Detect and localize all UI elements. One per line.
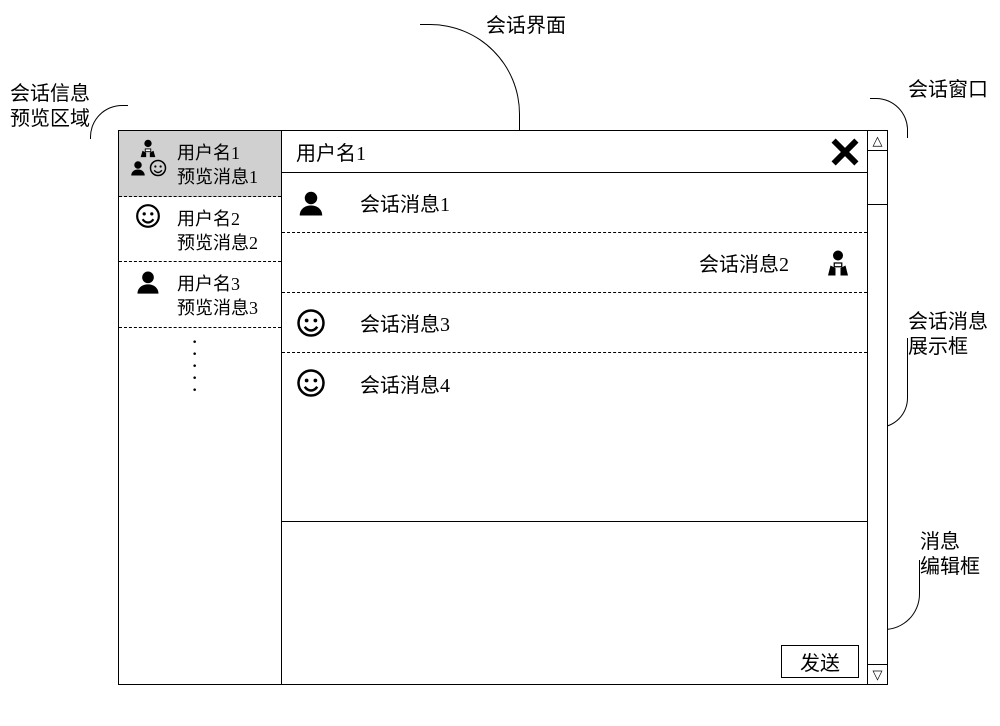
message-text: 会话消息3 [360,308,450,337]
sidebar-item-1[interactable]: 用户名1 预览消息1 [119,131,281,197]
chat-pane: 用户名1 会话消息1 会话消息2 会话消息3 [282,131,887,684]
annotation-chat-window: 会话窗口 [908,78,988,103]
chat-title: 用户名1 [296,137,831,166]
sidebar-preview-text: 预览消息3 [177,296,275,320]
smiley-icon [149,159,167,177]
sidebar-username: 用户名2 [177,207,275,231]
smiley-icon [296,368,326,398]
message-display-box: 会话消息1 会话消息2 会话消息3 会话消息4 [282,173,867,522]
sidebar-item-2[interactable]: 用户名2 预览消息2 [119,197,281,263]
message-text: 会话消息1 [360,188,450,217]
person-icon [134,268,162,296]
scroll-down-icon[interactable]: ▽ [868,664,887,684]
sidebar-avatar-group-3 [125,268,171,296]
agent-icon [136,137,160,159]
person-icon [129,159,147,177]
close-icon[interactable] [831,138,859,166]
message-text: 会话消息2 [699,248,789,277]
sidebar-avatar-group-2 [125,203,171,229]
sidebar-username: 用户名1 [177,141,275,165]
smiley-icon [135,203,161,229]
annotation-message-display: 会话消息 展示框 [908,310,988,360]
send-button[interactable]: 发送 [781,645,859,678]
smiley-icon [296,308,326,338]
sidebar-more-indicator: ····· [119,328,281,396]
scroll-track[interactable] [868,205,887,664]
scrollbar[interactable]: △ ▽ [867,131,887,684]
message-row: 会话消息2 [282,233,867,293]
sidebar-avatar-group-1 [125,137,171,177]
annotation-compose: 消息 编辑框 [920,530,980,580]
message-row: 会话消息4 [282,353,867,413]
scroll-thumb[interactable] [868,151,887,205]
message-row: 会话消息1 [282,173,867,233]
titlebar: 用户名1 [282,131,867,173]
scroll-up-icon[interactable]: △ [868,131,887,151]
session-window: 用户名1 预览消息1 用户名2 预览消息2 用户名3 预览消息3 ····· [118,130,888,685]
sidebar-item-3[interactable]: 用户名3 预览消息3 [119,262,281,328]
sidebar-preview-area: 用户名1 预览消息1 用户名2 预览消息2 用户名3 预览消息3 ····· [119,131,282,684]
message-compose-box[interactable]: 发送 [282,522,867,684]
sidebar-username: 用户名3 [177,272,275,296]
annotation-interface: 会话界面 [486,14,566,39]
message-row: 会话消息3 [282,293,867,353]
agent-icon [823,248,853,278]
sidebar-preview-text: 预览消息1 [177,165,275,189]
person-icon [296,188,326,218]
annotation-preview-area: 会话信息 预览区域 [10,82,90,132]
message-text: 会话消息4 [360,369,450,398]
sidebar-preview-text: 预览消息2 [177,231,275,255]
